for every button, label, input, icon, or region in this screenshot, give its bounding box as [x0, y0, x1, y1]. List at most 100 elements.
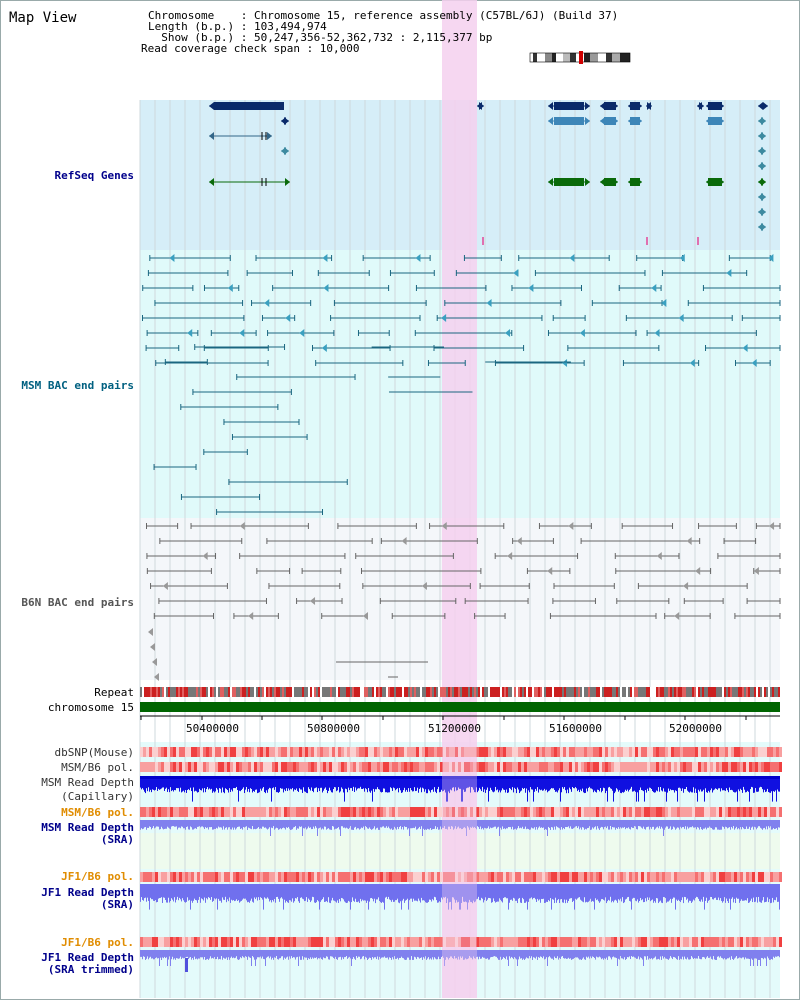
- depth-bar: [508, 820, 509, 827]
- repeat-segment: [206, 687, 208, 697]
- depth-bar: [270, 884, 271, 901]
- depth-bar: [397, 776, 398, 789]
- repeat-segment: [748, 687, 750, 697]
- depth-bar: [335, 820, 336, 829]
- depth-bar: [498, 884, 499, 902]
- depth-bar: [362, 820, 363, 829]
- depth-bar: [457, 950, 458, 960]
- depth-bar: [449, 884, 450, 903]
- depth-bar: [454, 950, 455, 957]
- depth-bar: [632, 884, 633, 899]
- depth-bar: [339, 776, 340, 793]
- depth-bar: [248, 884, 249, 902]
- depth-bar: [591, 884, 592, 902]
- bac-end-marker: [579, 329, 585, 337]
- depth-bar: [696, 776, 697, 793]
- depth-bar: [622, 820, 623, 828]
- depth-bar: [568, 776, 569, 794]
- depth-bar: [708, 820, 709, 828]
- depth-bar: [727, 884, 728, 902]
- polymorphism-cell: [737, 807, 740, 817]
- polymorphism-cell: [185, 807, 188, 817]
- track-label-msm-bac[interactable]: MSM BAC end pairs: [21, 379, 134, 392]
- depth-bar: [288, 776, 289, 789]
- depth-bar: [703, 884, 704, 897]
- repeat-segment: [200, 687, 202, 697]
- depth-bar: [506, 776, 507, 790]
- depth-bar: [473, 776, 474, 790]
- polymorphism-cell: [176, 762, 179, 772]
- depth-bar: [290, 950, 291, 959]
- depth-bar: [363, 950, 364, 957]
- depth-bar: [203, 950, 204, 960]
- depth-bar: [332, 950, 333, 957]
- depth-bar: [244, 950, 245, 958]
- depth-bar: [197, 820, 198, 827]
- depth-bar: [158, 884, 159, 899]
- depth-bar: [467, 884, 468, 910]
- polymorphism-cell: [254, 747, 257, 757]
- depth-bar: [267, 820, 268, 830]
- depth-bar: [282, 884, 283, 899]
- depth-bar: [227, 950, 228, 960]
- depth-bar: [617, 776, 618, 790]
- depth-bar: [270, 820, 271, 836]
- depth-bar: [699, 950, 700, 959]
- depth-bar: [472, 776, 473, 788]
- depth-bar: [667, 820, 668, 827]
- depth-bar: [743, 884, 744, 901]
- depth-bar: [365, 820, 366, 827]
- depth-bar: [500, 820, 501, 828]
- polymorphism-cell: [449, 747, 452, 757]
- depth-bar: [656, 776, 657, 791]
- polymorphism-cell: [275, 807, 278, 817]
- depth-bar: [484, 950, 485, 958]
- track-label-b6n-bac[interactable]: B6N BAC end pairs: [21, 596, 134, 609]
- depth-bar: [209, 820, 210, 828]
- depth-bar: [730, 884, 731, 910]
- depth-bar: [298, 884, 299, 902]
- polymorphism-cell: [632, 807, 635, 817]
- polymorphism-cell: [383, 937, 386, 947]
- depth-bar: [633, 950, 634, 957]
- depth-bar: [250, 884, 251, 901]
- depth-bar: [170, 820, 171, 830]
- polymorphism-cell: [431, 747, 434, 757]
- depth-bar: [582, 776, 583, 789]
- depth-bar: [531, 820, 532, 828]
- repeat-segment: [388, 687, 390, 697]
- depth-bar: [388, 950, 389, 960]
- polymorphism-cell: [425, 807, 428, 817]
- repeat-segment: [720, 687, 722, 697]
- polymorphism-cell: [272, 747, 275, 757]
- depth-bar: [504, 884, 505, 898]
- repeat-segment: [520, 687, 522, 697]
- polymorphism-cell: [653, 872, 656, 882]
- track-label-refseq[interactable]: RefSeq Genes: [54, 169, 134, 182]
- depth-bar: [684, 884, 685, 897]
- depth-bar: [626, 950, 627, 959]
- depth-bar: [709, 776, 710, 793]
- polymorphism-cell: [479, 937, 482, 947]
- depth-bar: [519, 820, 520, 829]
- depth-bar: [759, 884, 760, 902]
- depth-bar: [613, 884, 614, 903]
- polymorphism-cell: [743, 872, 746, 882]
- depth-bar: [246, 820, 247, 827]
- depth-bar: [544, 820, 545, 830]
- depth-bar: [480, 950, 481, 959]
- polymorphism-cell: [647, 747, 650, 757]
- polymorphism-cell: [332, 807, 335, 817]
- polymorphism-cell: [263, 762, 266, 772]
- polymorphism-cell: [584, 872, 587, 882]
- depth-bar: [249, 950, 250, 958]
- depth-bar: [463, 776, 464, 790]
- depth-bar: [661, 820, 662, 827]
- polymorphism-cell: [374, 747, 377, 757]
- depth-bar: [485, 950, 486, 959]
- depth-bar: [161, 776, 162, 789]
- depth-bar: [672, 884, 673, 899]
- bac-end-marker: [154, 673, 159, 681]
- depth-bar: [730, 820, 731, 830]
